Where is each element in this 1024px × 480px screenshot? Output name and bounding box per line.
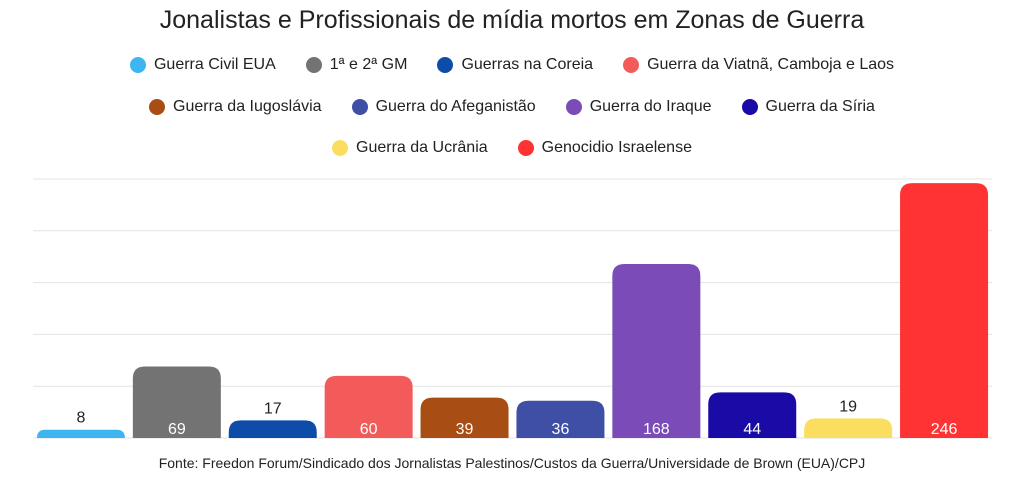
bar: [612, 263, 701, 438]
legend-label: Guerra da Ucrânia: [356, 139, 488, 156]
data-label: 60: [360, 421, 378, 438]
bar: [228, 420, 317, 438]
legend-item: Guerra Civil EUA: [129, 56, 276, 74]
legend-swatch-icon: [351, 99, 368, 115]
legend-label: Guerra da Iugoslávia: [173, 98, 322, 115]
legend-item: 1ª e 2ª GM: [305, 56, 408, 74]
legend-label: Genocidio Israelense: [541, 139, 692, 156]
bar: [324, 375, 413, 438]
data-label: 19: [839, 398, 857, 415]
legend-row-2: Guerra da Iugoslávia Guerra do Afeganist…: [0, 98, 1024, 116]
legend-row-3: Guerra da Ucrânia Genocidio Israelense: [0, 139, 1024, 157]
data-label: 39: [456, 421, 474, 438]
data-label: 44: [743, 421, 761, 438]
legend-label: Guerra do Afeganistão: [375, 98, 536, 115]
legend-row-1: Guerra Civil EUA 1ª e 2ª GM Guerras na C…: [0, 56, 1024, 74]
legend-item: Guerra da Ucrânia: [332, 139, 488, 157]
chart-title: Jonalistas e Profissionais de mídia mort…: [159, 6, 865, 34]
legend-swatch-icon: [129, 57, 146, 73]
bar: [132, 366, 221, 438]
legend-swatch-icon: [332, 140, 349, 156]
legend-item: Guerras na Coreia: [437, 56, 593, 74]
legend-label: 1ª e 2ª GM: [329, 56, 408, 73]
legend-swatch-icon: [517, 140, 534, 156]
legend-swatch-icon: [305, 57, 322, 73]
legend-swatch-icon: [623, 57, 640, 73]
legend-item: Guerra da Viatnã, Camboja e Laos: [623, 56, 894, 74]
bar: [516, 400, 605, 438]
legend-item: Guerra do Iraque: [565, 98, 712, 116]
legend-item: Guerra do Afeganistão: [351, 98, 536, 116]
legend-label: Guerras na Coreia: [461, 56, 594, 73]
legend-swatch-icon: [741, 99, 758, 115]
legend-swatch-icon: [437, 57, 454, 73]
data-label: 168: [643, 421, 670, 438]
legend-label: Guerra da Viatnã, Camboja e Laos: [647, 56, 895, 73]
legend-item: Guerra da Síria: [741, 98, 875, 116]
data-label: 8: [76, 410, 85, 427]
source-note: Fonte: Freedon Forum/Sindicado dos Jorna…: [158, 455, 866, 471]
bar: [804, 418, 893, 438]
data-label: 246: [931, 421, 958, 438]
bar: [420, 397, 509, 438]
legend-swatch-icon: [149, 99, 166, 115]
legend-item: Genocidio Israelense: [517, 139, 692, 157]
data-label: 69: [168, 421, 186, 438]
bar: [900, 183, 989, 438]
legend-label: Guerra Civil EUA: [153, 56, 276, 73]
data-label: 17: [264, 400, 282, 417]
data-label: 36: [552, 421, 570, 438]
legend-swatch-icon: [565, 99, 582, 115]
bar: [708, 392, 797, 438]
legend-label: Guerra do Iraque: [589, 98, 712, 115]
legend-label: Guerra da Síria: [765, 98, 875, 115]
bar: [36, 429, 125, 438]
legend-item: Guerra da Iugoslávia: [149, 98, 322, 116]
